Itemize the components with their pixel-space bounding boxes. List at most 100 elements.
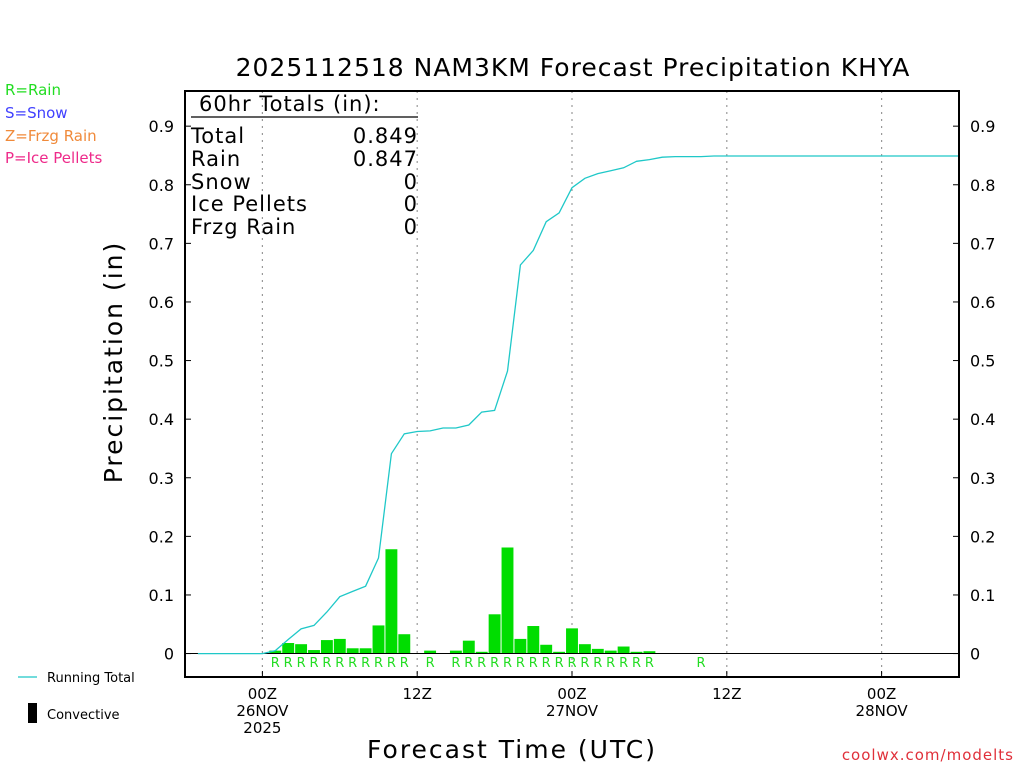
ptype-label-rain: R <box>555 656 564 671</box>
precip-bar <box>578 644 591 654</box>
precip-bar <box>591 648 604 654</box>
chart-title: 2025112518 NAM3KM Forecast Precipitation… <box>236 53 911 82</box>
x-tick-label: 27NOV <box>546 702 599 720</box>
y-tick-label-left: 0.8 <box>149 176 174 195</box>
ptype-label-rain: R <box>348 656 357 671</box>
legend-freezing-rain: Z=Frzg Rain <box>5 127 97 145</box>
precip-bar <box>333 638 346 654</box>
y-tick-label-right: 0.8 <box>970 176 995 195</box>
y-tick-label-right: 0.5 <box>970 352 995 371</box>
y-tick-label-right: 0 <box>970 645 980 664</box>
ptype-label-rain: R <box>387 656 396 671</box>
totals-label-total: Total <box>190 124 245 148</box>
ptype-label-rain: R <box>464 656 473 671</box>
ptype-label-rain: R <box>374 656 383 671</box>
convective-swatch <box>28 703 37 723</box>
legend-snow: S=Snow <box>5 104 68 122</box>
precip-bar <box>643 651 656 654</box>
ptype-label-rain: R <box>477 656 486 671</box>
ptype-label-rain: R <box>503 656 512 671</box>
y-tick-label-left: 0.6 <box>149 293 174 312</box>
totals-value-rain: 0.847 <box>353 147 418 171</box>
ptype-label-rain: R <box>426 656 435 671</box>
ptype-label-rain: R <box>632 656 641 671</box>
ptype-label-rain: R <box>645 656 654 671</box>
precip-bar <box>617 646 630 654</box>
y-tick-label-left: 0.5 <box>149 352 174 371</box>
ptype-label-rain: R <box>309 656 318 671</box>
ptype-label-rain: R <box>451 656 460 671</box>
ptype-label-rain: R <box>297 656 306 671</box>
ptype-label-rain: R <box>619 656 628 671</box>
x-axis-title: Forecast Time (UTC) <box>367 735 657 764</box>
running-total-key-label: Running Total <box>47 671 135 686</box>
totals-label-ice-pellets: Ice Pellets <box>191 192 308 216</box>
precip-bar <box>540 644 553 654</box>
hourly-bars <box>269 547 656 654</box>
precip-bar <box>514 638 527 654</box>
y-tick-label-right: 0.7 <box>970 234 995 253</box>
precip-bar <box>269 650 282 654</box>
precip-bar <box>372 625 385 654</box>
x-tick-label: 28NOV <box>856 702 909 720</box>
totals-header: 60hr Totals (in): <box>199 92 381 116</box>
precip-bar <box>308 650 320 654</box>
x-tick-label: 12Z <box>712 685 741 703</box>
legend-ice-pellets: P=Ice Pellets <box>5 149 103 167</box>
ptype-label-rain: R <box>580 656 589 671</box>
precip-bar <box>398 634 411 654</box>
x-tick-label: 00Z <box>248 685 277 703</box>
x-tick-label: 00Z <box>557 685 586 703</box>
totals-value-frzg-rain: 0 <box>404 215 418 239</box>
x-tick-label: 26NOV <box>236 702 289 720</box>
y-tick-label-left: 0.4 <box>149 410 174 429</box>
ptype-label-rain: R <box>400 656 409 671</box>
precip-bar <box>566 628 578 654</box>
y-tick-label-right: 0.1 <box>970 586 995 605</box>
y-tick-label-left: 0.1 <box>149 586 174 605</box>
precip-bar <box>282 643 295 654</box>
precip-bar <box>475 651 488 654</box>
ptype-label-rain: R <box>542 656 551 671</box>
x-tick-label: 00Z <box>867 685 896 703</box>
ptype-label-rain: R <box>567 656 576 671</box>
precip-bar <box>604 650 617 654</box>
totals-box: 60hr Totals (in): Total 0.849 Rain 0.847… <box>190 92 418 239</box>
precip-bar <box>527 626 540 654</box>
precip-bar <box>501 547 514 654</box>
y-tick-label-right: 0.3 <box>970 469 995 488</box>
precip-bar <box>359 648 372 654</box>
ptype-label-rain: R <box>490 656 499 671</box>
y-tick-label-right: 0.9 <box>970 117 995 136</box>
y-axis-title: Precipitation (in) <box>99 241 128 484</box>
legend-rain: R=Rain <box>5 81 61 99</box>
precip-bar <box>462 640 475 654</box>
precip-bar <box>553 651 566 654</box>
precip-bar <box>449 650 462 654</box>
running-total-line <box>197 155 959 655</box>
ptype-label-rain: R <box>335 656 344 671</box>
totals-value-snow: 0 <box>404 170 418 194</box>
totals-label-snow: Snow <box>191 170 252 194</box>
ptype-label-rain: R <box>593 656 602 671</box>
ptype-label-rain: R <box>696 656 705 671</box>
precip-bar <box>346 648 359 654</box>
precip-bar <box>630 651 643 654</box>
ptype-label-rain: R <box>606 656 615 671</box>
site-credit: coolwx.com/modelts <box>841 746 1014 764</box>
totals-label-frzg-rain: Frzg Rain <box>191 215 296 239</box>
precip-bar <box>424 650 437 654</box>
convective-key-label: Convective <box>47 708 120 723</box>
ptype-label-rain: R <box>271 656 280 671</box>
y-tick-label-left: 0 <box>164 645 174 664</box>
y-tick-label-right: 0.2 <box>970 527 995 546</box>
y-tick-label-left: 0.9 <box>149 117 174 136</box>
grid-lines <box>261 91 883 677</box>
ptype-label-rain: R <box>516 656 525 671</box>
y-tick-label-left: 0.7 <box>149 234 174 253</box>
totals-value-total: 0.849 <box>353 124 418 148</box>
x-tick-label: 2025 <box>243 719 281 737</box>
precip-bar <box>488 614 501 654</box>
